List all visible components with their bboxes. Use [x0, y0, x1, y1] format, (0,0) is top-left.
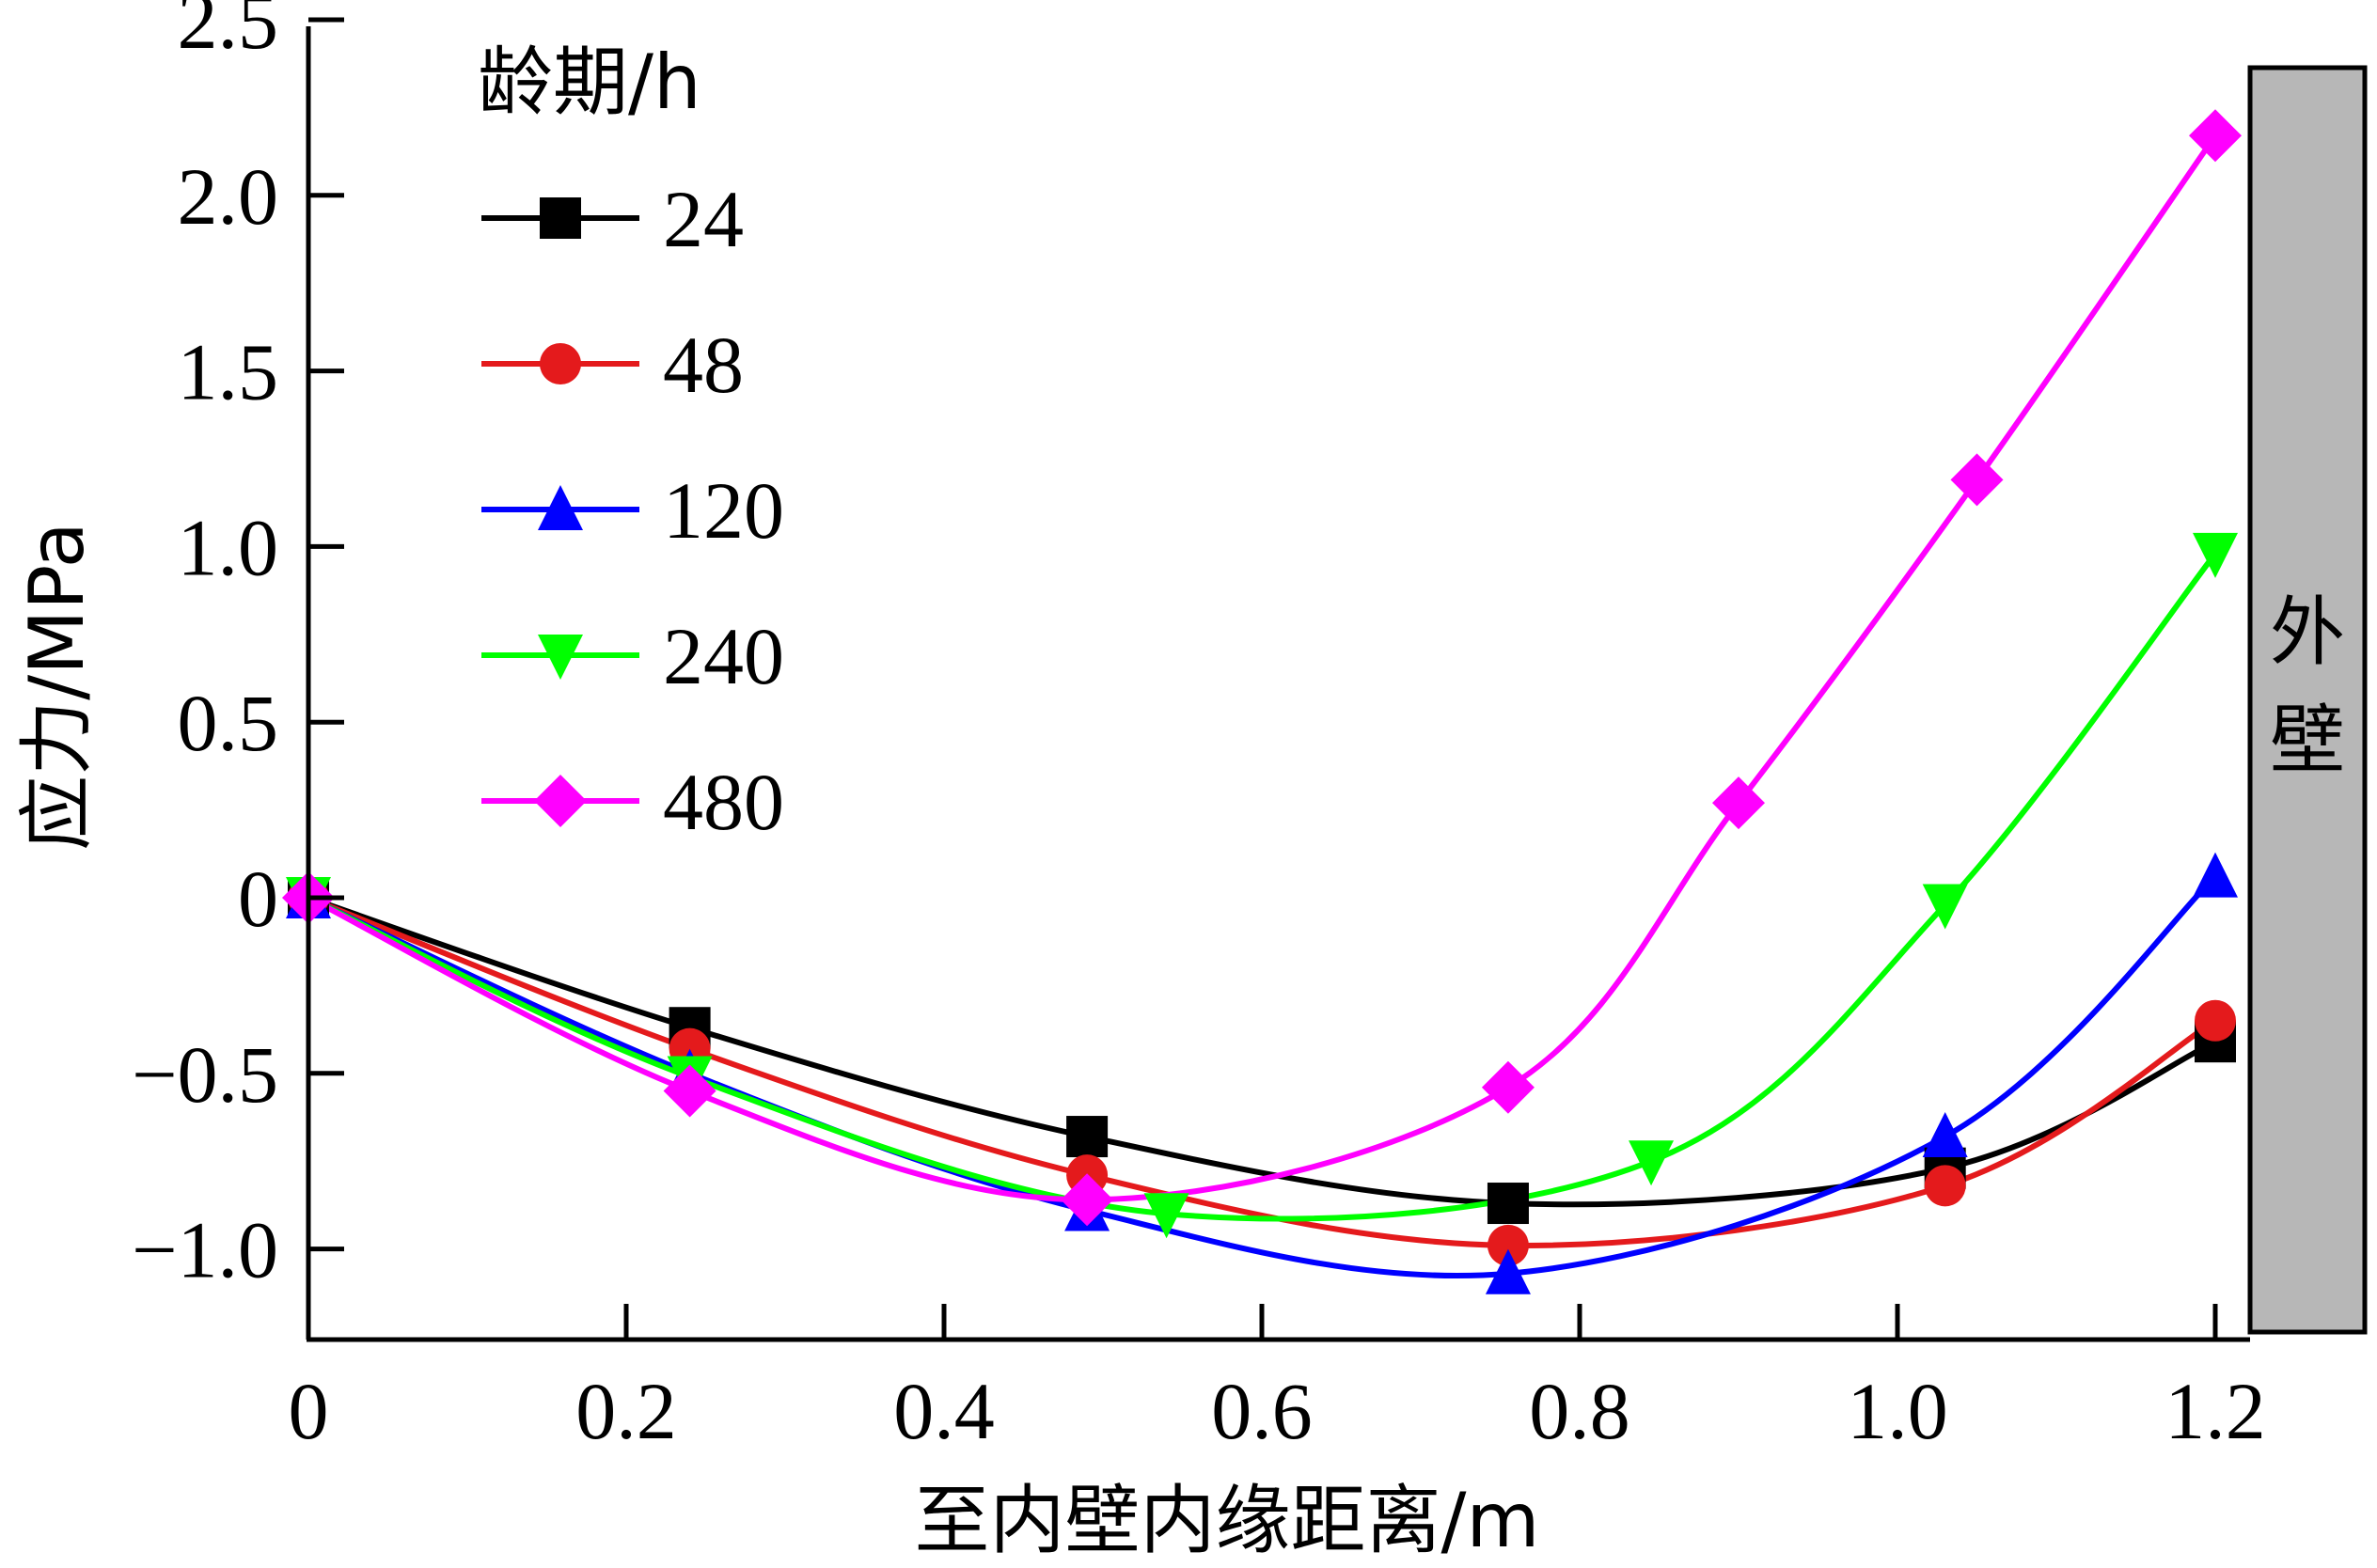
data-point-120 [1922, 1112, 1968, 1158]
data-point-240 [1143, 1193, 1189, 1239]
y-tick-label: 0.5 [178, 678, 279, 768]
outer-wall-label-char-0: 外 [2270, 588, 2345, 676]
x-axis-title: 至内壁内缘距离/m [915, 1477, 1540, 1564]
legend-marker-120 [538, 485, 583, 530]
data-point-240 [1629, 1140, 1675, 1186]
legend: 龄期/h 24 48 120 240 480 [478, 39, 784, 847]
y-tick-label: 1.0 [178, 502, 279, 592]
series-markers [282, 109, 2242, 1294]
series-curves [306, 133, 2218, 1279]
x-tick-label: 0.2 [575, 1366, 677, 1456]
y-tick-label: 2.5 [178, 0, 279, 66]
legend-marker-480 [534, 775, 587, 827]
data-point-480 [1712, 776, 1765, 830]
data-point-48 [1487, 1224, 1529, 1266]
legend-title: 龄期/h [478, 39, 701, 126]
x-tick-label: 0.6 [1211, 1366, 1313, 1456]
data-point-48 [2195, 999, 2236, 1042]
outer-wall-block: 外壁 [2247, 65, 2368, 1335]
data-point-480 [1481, 1060, 1535, 1114]
x-tick-label: 0 [289, 1366, 329, 1456]
legend-label-120: 120 [663, 465, 784, 556]
data-point-480 [663, 1064, 716, 1118]
y-tick-label: −0.5 [132, 1029, 278, 1120]
legend-marker-240 [538, 635, 583, 680]
data-point-480 [1950, 453, 2004, 507]
y-tick-label: 2.0 [178, 151, 279, 242]
data-point-120 [1485, 1248, 1531, 1294]
outer-wall-label-char-1: 壁 [2270, 697, 2345, 784]
y-tick-label: −1.0 [132, 1205, 278, 1295]
data-point-240 [1922, 884, 1968, 930]
axes [306, 17, 2250, 1342]
x-tick-label: 1.0 [1847, 1366, 1948, 1456]
x-tick-label: 0.8 [1529, 1366, 1630, 1456]
outer-wall-rect [2247, 65, 2368, 1335]
data-point-120 [2193, 852, 2238, 898]
x-tick-label: 1.2 [2164, 1366, 2266, 1456]
data-point-480 [2189, 109, 2242, 163]
data-point-24 [1066, 1116, 1109, 1158]
legend-label-480: 480 [663, 757, 784, 847]
tick-labels: 0 0.2 0.4 0.6 0.8 1.0 1.2 −1.0 −0.5 0 0.5 1.0 1.5 2.0… [132, 0, 2266, 1456]
legend-label-24: 24 [663, 174, 744, 264]
x-tick-label: 0.4 [893, 1366, 995, 1456]
data-point-24 [1487, 1183, 1529, 1225]
y-axis-title: 应力/MPa [13, 522, 101, 851]
legend-marker-48 [540, 343, 581, 384]
data-point-48 [1924, 1165, 1966, 1207]
legend-label-240: 240 [663, 611, 784, 701]
legend-marker-24 [540, 197, 581, 239]
series-line-120 [306, 873, 2218, 1279]
data-point-240 [2193, 532, 2238, 578]
y-tick-label: 0 [238, 854, 278, 944]
y-tick-label: 1.5 [178, 327, 279, 417]
legend-label-48: 48 [663, 320, 744, 410]
series-line-240 [306, 550, 2218, 1222]
data-point-480 [1061, 1173, 1114, 1227]
